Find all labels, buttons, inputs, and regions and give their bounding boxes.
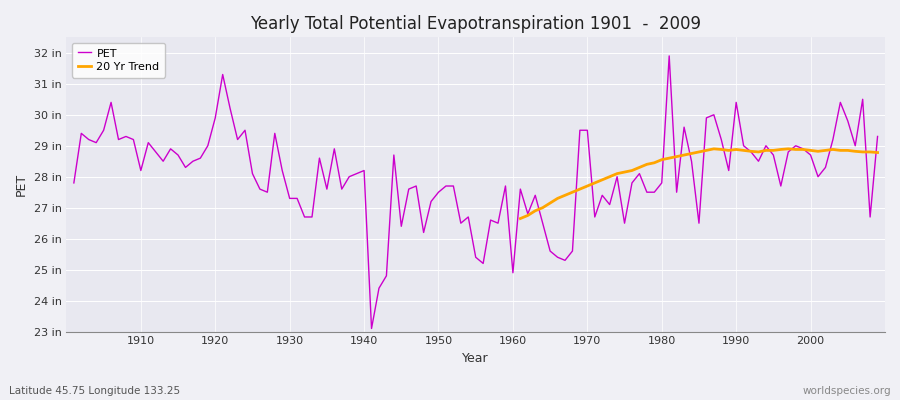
- 20 Yr Trend: [619, 170, 630, 174]
- 20 Yr Trend: [590, 180, 600, 185]
- PET: [872, 134, 883, 139]
- 20 Yr Trend: [649, 160, 660, 165]
- 20 Yr Trend: [604, 174, 615, 179]
- 20 Yr Trend: [724, 148, 734, 153]
- 20 Yr Trend: [708, 146, 719, 151]
- 20 Yr Trend: [582, 184, 593, 188]
- 20 Yr Trend: [522, 213, 533, 218]
- 20 Yr Trend: [827, 147, 838, 152]
- PET: [292, 196, 302, 201]
- 20 Yr Trend: [850, 149, 860, 154]
- Text: worldspecies.org: worldspecies.org: [803, 386, 891, 396]
- X-axis label: Year: Year: [463, 352, 489, 365]
- 20 Yr Trend: [797, 147, 808, 152]
- 20 Yr Trend: [597, 178, 608, 182]
- 20 Yr Trend: [768, 148, 778, 153]
- 20 Yr Trend: [716, 147, 726, 152]
- 20 Yr Trend: [642, 162, 652, 167]
- Legend: PET, 20 Yr Trend: PET, 20 Yr Trend: [72, 43, 165, 78]
- 20 Yr Trend: [753, 150, 764, 154]
- PET: [366, 326, 377, 331]
- 20 Yr Trend: [865, 150, 876, 154]
- 20 Yr Trend: [537, 205, 548, 210]
- Line: 20 Yr Trend: 20 Yr Trend: [520, 149, 878, 218]
- 20 Yr Trend: [694, 150, 705, 154]
- 20 Yr Trend: [738, 148, 749, 153]
- 20 Yr Trend: [731, 147, 742, 152]
- 20 Yr Trend: [656, 157, 667, 162]
- 20 Yr Trend: [664, 156, 675, 160]
- 20 Yr Trend: [842, 148, 853, 153]
- 20 Yr Trend: [544, 201, 555, 206]
- 20 Yr Trend: [835, 148, 846, 153]
- PET: [508, 270, 518, 275]
- 20 Yr Trend: [679, 153, 689, 158]
- 20 Yr Trend: [872, 150, 883, 155]
- 20 Yr Trend: [813, 149, 824, 154]
- 20 Yr Trend: [626, 168, 637, 173]
- 20 Yr Trend: [820, 148, 831, 153]
- Y-axis label: PET: PET: [15, 173, 28, 196]
- PET: [664, 54, 675, 58]
- 20 Yr Trend: [530, 208, 541, 213]
- Title: Yearly Total Potential Evapotranspiration 1901  -  2009: Yearly Total Potential Evapotranspiratio…: [250, 15, 701, 33]
- 20 Yr Trend: [701, 148, 712, 153]
- 20 Yr Trend: [553, 196, 563, 201]
- 20 Yr Trend: [783, 146, 794, 151]
- 20 Yr Trend: [567, 190, 578, 195]
- PET: [128, 137, 139, 142]
- Text: Latitude 45.75 Longitude 133.25: Latitude 45.75 Longitude 133.25: [9, 386, 180, 396]
- PET: [68, 180, 79, 185]
- PET: [515, 187, 526, 192]
- 20 Yr Trend: [858, 150, 868, 154]
- 20 Yr Trend: [806, 148, 816, 153]
- 20 Yr Trend: [574, 187, 585, 192]
- PET: [604, 202, 615, 207]
- 20 Yr Trend: [760, 148, 771, 153]
- 20 Yr Trend: [686, 151, 697, 156]
- 20 Yr Trend: [671, 154, 682, 159]
- PET: [337, 187, 347, 192]
- 20 Yr Trend: [790, 147, 801, 152]
- 20 Yr Trend: [745, 149, 756, 154]
- 20 Yr Trend: [560, 193, 571, 198]
- 20 Yr Trend: [634, 165, 644, 170]
- 20 Yr Trend: [776, 147, 787, 152]
- 20 Yr Trend: [515, 216, 526, 221]
- 20 Yr Trend: [612, 171, 623, 176]
- Line: PET: PET: [74, 56, 878, 328]
